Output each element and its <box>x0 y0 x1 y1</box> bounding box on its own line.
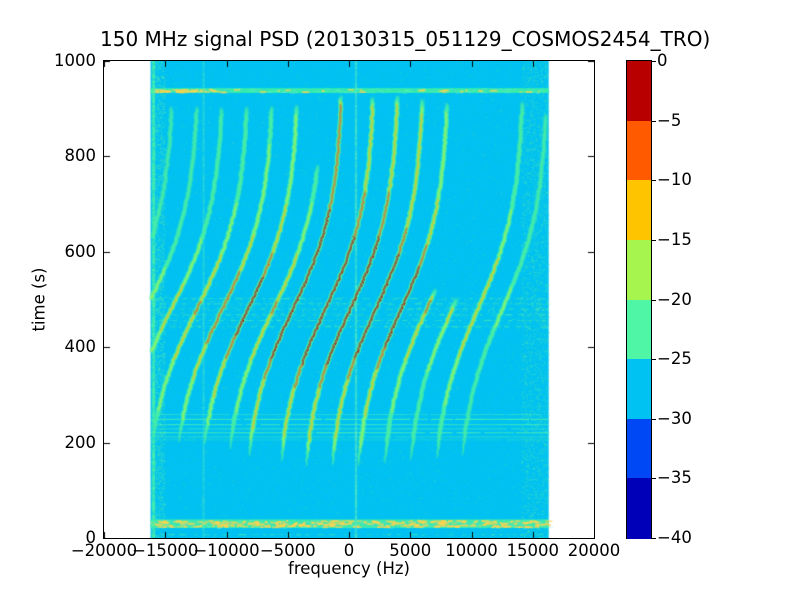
colorbar-segment <box>627 359 651 420</box>
x-tick-label: 5000 <box>389 541 432 560</box>
colorbar-tick-label: −40 <box>657 528 692 547</box>
y-tick-label: 0 <box>85 528 97 547</box>
spectrogram-canvas <box>104 61 594 538</box>
colorbar-segment <box>627 418 651 479</box>
colorbar-tick-label: −5 <box>657 110 682 130</box>
chart-title: 150 MHz signal PSD (20130315_051129_COSM… <box>100 27 711 51</box>
colorbar-tick-label: 0 <box>657 51 668 70</box>
x-tick-label: 0 <box>343 541 355 560</box>
colorbar-segment <box>627 61 651 122</box>
colorbar-tick-mark <box>652 418 656 420</box>
x-tick-label: −5000 <box>259 541 316 560</box>
colorbar-tick-mark <box>652 239 656 241</box>
y-tick-label: 1000 <box>54 51 96 70</box>
colorbar-tick-mark <box>652 538 656 539</box>
x-tick-label: 10000 <box>445 541 498 560</box>
colorbar-tick-label: −25 <box>657 349 692 369</box>
x-tick-label: 20000 <box>567 541 621 560</box>
colorbar-tick-mark <box>652 180 656 182</box>
colorbar-segment <box>627 120 651 181</box>
colorbar-tick-label: −10 <box>657 170 692 190</box>
y-axis-label: time (s) <box>29 267 49 332</box>
x-tick-label: 15000 <box>506 541 560 560</box>
colorbar-tick-label: −20 <box>657 289 692 309</box>
colorbar-tick-label: −30 <box>657 408 692 428</box>
x-tick-label: −20000 <box>70 541 138 560</box>
x-axis-label: frequency (Hz) <box>288 559 410 578</box>
colorbar-segment <box>627 299 651 360</box>
x-tick-label: −15000 <box>132 541 199 560</box>
colorbar-tick-mark <box>652 299 656 301</box>
plot-frame <box>103 60 595 539</box>
colorbar <box>626 60 652 539</box>
colorbar-segment <box>627 180 651 241</box>
y-tick-label: 800 <box>64 146 97 166</box>
colorbar-tick-mark <box>652 478 656 480</box>
colorbar-segment <box>627 478 651 539</box>
colorbar-tick-label: −15 <box>657 229 692 249</box>
colorbar-tick-mark <box>652 120 656 122</box>
colorbar-segment <box>627 239 651 300</box>
y-tick-label: 400 <box>64 337 97 357</box>
y-tick-label: 600 <box>64 241 97 261</box>
x-tick-label: −10000 <box>193 541 260 560</box>
colorbar-tick-mark <box>652 359 656 361</box>
y-tick-label: 200 <box>64 432 97 452</box>
colorbar-tick-mark <box>652 61 656 62</box>
colorbar-tick-label: −35 <box>657 468 692 488</box>
